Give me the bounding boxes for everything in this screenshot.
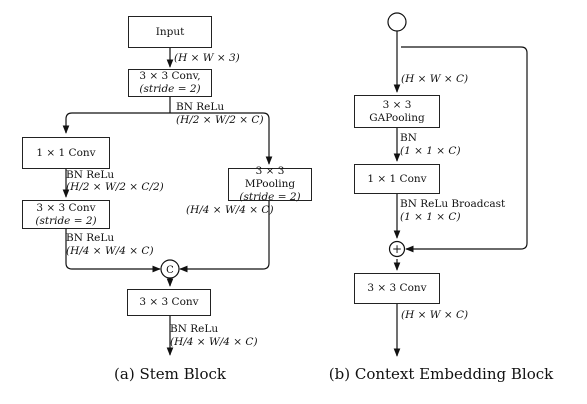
arrow-left-to-concat (65, 229, 161, 273)
ce-conv3x3-box: 3 × 3 Conv (354, 273, 440, 304)
gapooling-label: 3 × 3 GAPooling (369, 98, 425, 124)
mpooling-stride: (stride = 2) (239, 191, 301, 203)
conv3x3-left-label: 3 × 3 Conv (36, 201, 96, 214)
arrow-pool-to-concat (179, 201, 270, 273)
ce-input-node (387, 12, 407, 32)
ce-input-dims: (H × W × C) (401, 73, 469, 85)
input-box: Input (128, 16, 212, 48)
stem-caption: (a) Stem Block (114, 365, 226, 383)
gapooling-activation: BN (400, 132, 417, 144)
ce-conv-activation: BN ReLu Broadcast (400, 198, 506, 210)
ce-conv1x1-box: 1 × 1 Conv (354, 164, 440, 194)
conv1-box: 3 × 3 Conv, (stride = 2) (128, 69, 212, 97)
mpooling-dims: (H/4 × W/4 × C) (186, 204, 274, 216)
final-activation: BN ReLu (170, 323, 219, 335)
conv1-stride: (stride = 2) (139, 83, 201, 95)
conv3x3-left-stride: (stride = 2) (35, 214, 97, 227)
conv1-dims: (H/2 × W/2 × C) (176, 114, 264, 126)
mpooling-box: 3 × 3 MPooling (stride = 2) (228, 165, 312, 203)
gapooling-box: 3 × 3 GAPooling (354, 95, 440, 128)
gapooling-dims: (1 × 1 × C) (400, 145, 461, 157)
ce-caption: (b) Context Embedding Block (328, 365, 554, 383)
conv1x1-label: 1 × 1 Conv (36, 146, 96, 159)
concat-node (160, 259, 180, 279)
conv1x1-activation: BN ReLu (66, 169, 115, 181)
conv3x3-left-box: 3 × 3 Conv (stride = 2) (22, 200, 110, 229)
add-node (388, 240, 406, 258)
ce-conv3x3-label: 3 × 3 Conv (367, 282, 427, 294)
input-dims: (H × W × 3) (174, 52, 240, 64)
ce-conv1x1-label: 1 × 1 Conv (367, 172, 427, 185)
conv1-label: 3 × 3 Conv, (139, 70, 201, 82)
final-conv-box: 3 × 3 Conv (127, 289, 211, 316)
ce-conv-dims: (1 × 1 × C) (400, 211, 461, 223)
arrow-skip-connection (401, 46, 528, 253)
final-conv-label: 3 × 3 Conv (139, 296, 199, 308)
conv3x3-left-activation: BN ReLu (66, 232, 115, 244)
mpooling-label: 3 × 3 MPooling (244, 165, 296, 190)
conv1x1-box: 1 × 1 Conv (22, 137, 110, 169)
ce-output-dims: (H × W × C) (401, 309, 469, 321)
conv3x3-left-dims: (H/4 × W/4 × C) (66, 245, 154, 257)
add-symbol: + (392, 242, 402, 256)
branch-left (62, 112, 170, 134)
concat-symbol: C (166, 265, 174, 276)
conv1-activation: BN ReLu (176, 101, 225, 113)
final-dims: (H/4 × W/4 × C) (170, 336, 258, 348)
conv1x1-dims: (H/2 × W/2 × C/2) (66, 181, 164, 193)
input-label: Input (155, 25, 185, 38)
branch-right (170, 112, 273, 165)
